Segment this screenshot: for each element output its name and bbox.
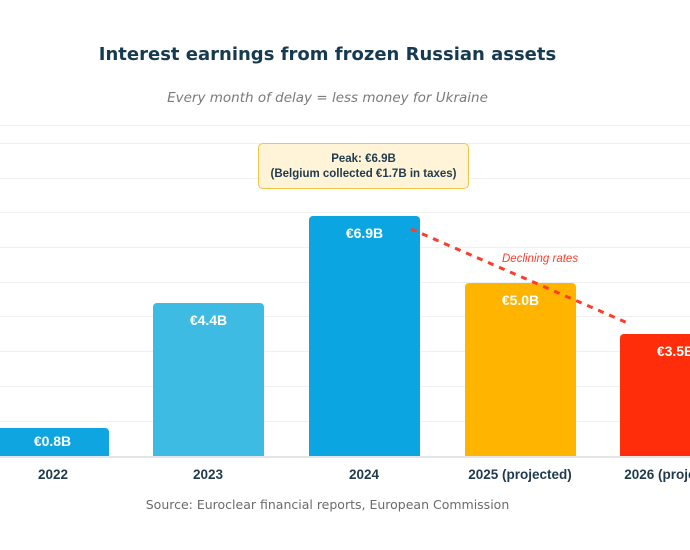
x-tick-label: 2023 — [192, 467, 224, 482]
gridline — [0, 125, 690, 126]
chart-title: Interest earnings from frozen Russian as… — [98, 44, 557, 65]
x-axis-line — [0, 456, 690, 458]
x-tick-label: 2026 (projected) — [624, 467, 690, 482]
bar-2023: €4.4B — [153, 303, 264, 456]
bar-value-label: €5.0B — [501, 292, 540, 308]
source-note: Source: Euroclear financial reports, Eur… — [145, 497, 510, 512]
bar-value-label: €6.9B — [345, 225, 384, 241]
trend-label: Declining rates — [502, 253, 579, 265]
gridline — [0, 212, 690, 213]
bar-2025: €5.0B — [465, 283, 576, 456]
bar-2024: €6.9B — [309, 216, 420, 456]
bar-2022: €0.8B — [0, 428, 109, 456]
bar-value-label: €4.4B — [189, 312, 228, 328]
bar-value-label: €0.8B — [33, 433, 72, 449]
peak-annotation-line2: (Belgium collected €1.7B in taxes) — [270, 168, 457, 180]
bar-value-label: €3.5B — [656, 343, 690, 359]
x-tick-label: 2025 (projected) — [468, 467, 572, 482]
x-tick-label: 2024 — [348, 467, 380, 482]
chart-subtitle: Every month of delay = less money for Uk… — [167, 90, 488, 106]
peak-annotation-line1: Peak: €6.9B — [331, 153, 396, 165]
bar-2026: €3.5B — [620, 334, 690, 456]
peak-annotation: Peak: €6.9B (Belgium collected €1.7B in … — [258, 143, 469, 189]
x-tick-label: 2022 — [37, 467, 69, 482]
